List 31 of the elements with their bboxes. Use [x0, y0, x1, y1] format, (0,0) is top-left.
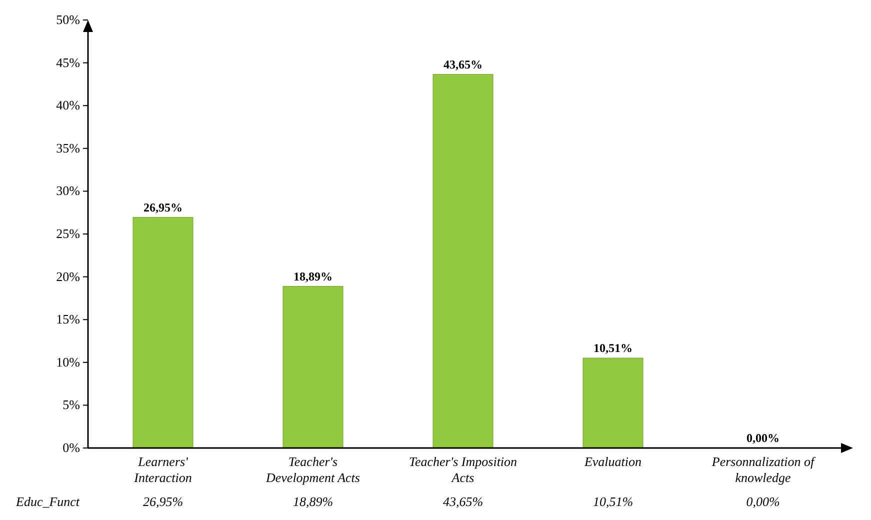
x-tick-label: Learners' Interaction: [133, 454, 192, 485]
bar: [432, 74, 494, 448]
data-label: 18,89%: [292, 494, 334, 509]
y-tick-label: 45%: [56, 54, 80, 70]
data-label: 0,00%: [746, 494, 780, 509]
x-tick-label: Teacher's Development Acts: [265, 454, 360, 485]
bar: [282, 286, 344, 448]
y-tick-label: 0%: [62, 440, 80, 455]
y-tick-label: 35%: [56, 140, 80, 156]
y-tick-label: 25%: [56, 226, 80, 241]
x-tick-label: Teacher's Imposition Acts: [408, 454, 518, 485]
text: 0,00%: [746, 431, 780, 445]
text: Educ_Funct: [15, 494, 80, 509]
y-tick-label: 10%: [56, 354, 80, 370]
bar: [132, 217, 194, 448]
x-tick-label: Evaluation: [583, 454, 642, 469]
y-tick-label: 40%: [56, 98, 80, 113]
y-tick-label: 20%: [56, 268, 80, 284]
x-tick-label: Personnalization of knowledge: [710, 454, 816, 485]
y-tick-label: 50%: [56, 12, 80, 27]
text: 26,95%: [144, 200, 182, 214]
text: 10,51%: [594, 341, 632, 356]
y-tick-label: 5%: [62, 397, 80, 412]
y-tick-label: 30%: [56, 183, 80, 198]
data-label: 26,95%: [142, 494, 184, 509]
bar: [582, 358, 644, 448]
data-label: 10,51%: [592, 494, 634, 509]
text: 18,89%: [294, 269, 332, 284]
data-label: 43,65%: [442, 494, 484, 509]
text: 43,65%: [444, 57, 482, 72]
y-tick-label: 15%: [56, 312, 80, 327]
